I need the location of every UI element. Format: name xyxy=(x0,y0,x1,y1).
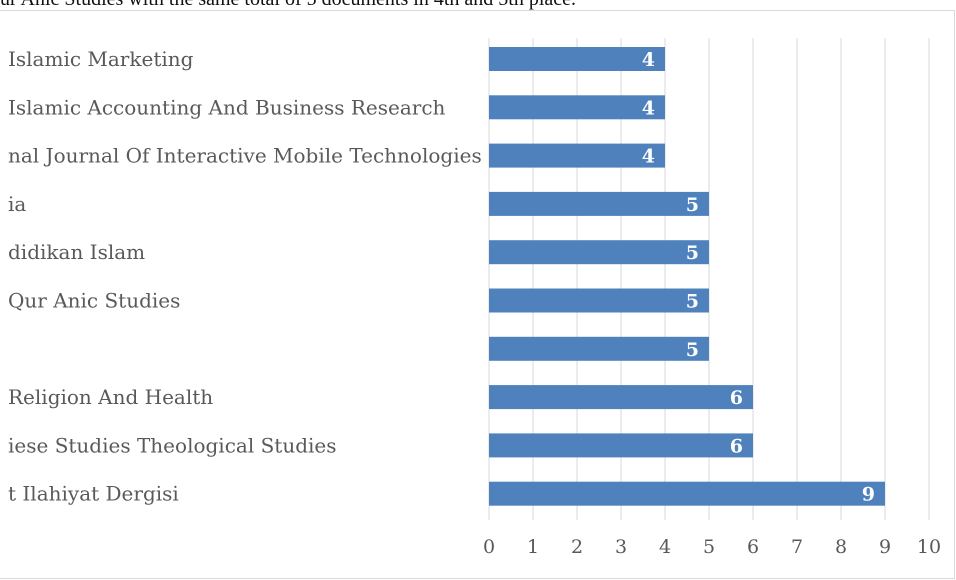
x-tick-label-7: 7 xyxy=(791,536,803,558)
bar-0 xyxy=(489,47,665,71)
x-tick-label-6: 6 xyxy=(747,536,759,558)
category-label-2: nal Journal Of Interactive Mobile Techno… xyxy=(8,144,482,168)
x-tick-label-4: 4 xyxy=(659,536,671,558)
chart-frame xyxy=(0,10,955,579)
bar-6 xyxy=(489,336,709,361)
bar-3 xyxy=(489,191,709,216)
data-label-8: 6 xyxy=(730,435,743,457)
caption-text: ur Anic Studies with the same total of 5… xyxy=(0,0,956,10)
category-label-9: t Ilahiyat Dergisi xyxy=(8,482,179,506)
data-label-4: 5 xyxy=(686,242,699,264)
data-label-9: 9 xyxy=(862,484,875,506)
data-label-3: 5 xyxy=(686,194,699,216)
category-label-7: Religion And Health xyxy=(8,385,213,409)
x-tick-label-9: 9 xyxy=(879,536,891,558)
bar-9 xyxy=(489,481,885,506)
category-label-0: Islamic Marketing xyxy=(8,47,194,71)
x-tick-label-2: 2 xyxy=(571,536,583,558)
data-label-1: 4 xyxy=(642,97,655,119)
x-tick-label-1: 1 xyxy=(527,536,539,558)
bar-1 xyxy=(489,95,665,120)
category-label-4: didikan Islam xyxy=(8,240,145,264)
category-label-5: Qur Anic Studies xyxy=(8,289,180,313)
bar-8 xyxy=(489,433,753,458)
bar-7 xyxy=(489,385,753,410)
data-label-7: 6 xyxy=(730,387,743,409)
x-tick-label-8: 8 xyxy=(835,536,847,558)
bar-2 xyxy=(489,143,665,168)
data-label-5: 5 xyxy=(686,291,699,313)
bar-5 xyxy=(489,288,709,313)
data-label-0: 4 xyxy=(642,49,655,71)
x-tick-label-5: 5 xyxy=(703,536,715,558)
x-tick-label-0: 0 xyxy=(483,536,495,558)
x-tick-label-10: 10 xyxy=(917,536,941,558)
x-tick-label-3: 3 xyxy=(615,536,627,558)
category-label-8: iese Studies Theological Studies xyxy=(8,433,337,457)
category-label-1: Islamic Accounting And Business Research xyxy=(8,95,446,119)
data-label-6: 5 xyxy=(686,339,699,361)
data-label-2: 4 xyxy=(642,146,655,168)
bar-4 xyxy=(489,240,709,265)
category-label-3: ia xyxy=(8,192,26,216)
